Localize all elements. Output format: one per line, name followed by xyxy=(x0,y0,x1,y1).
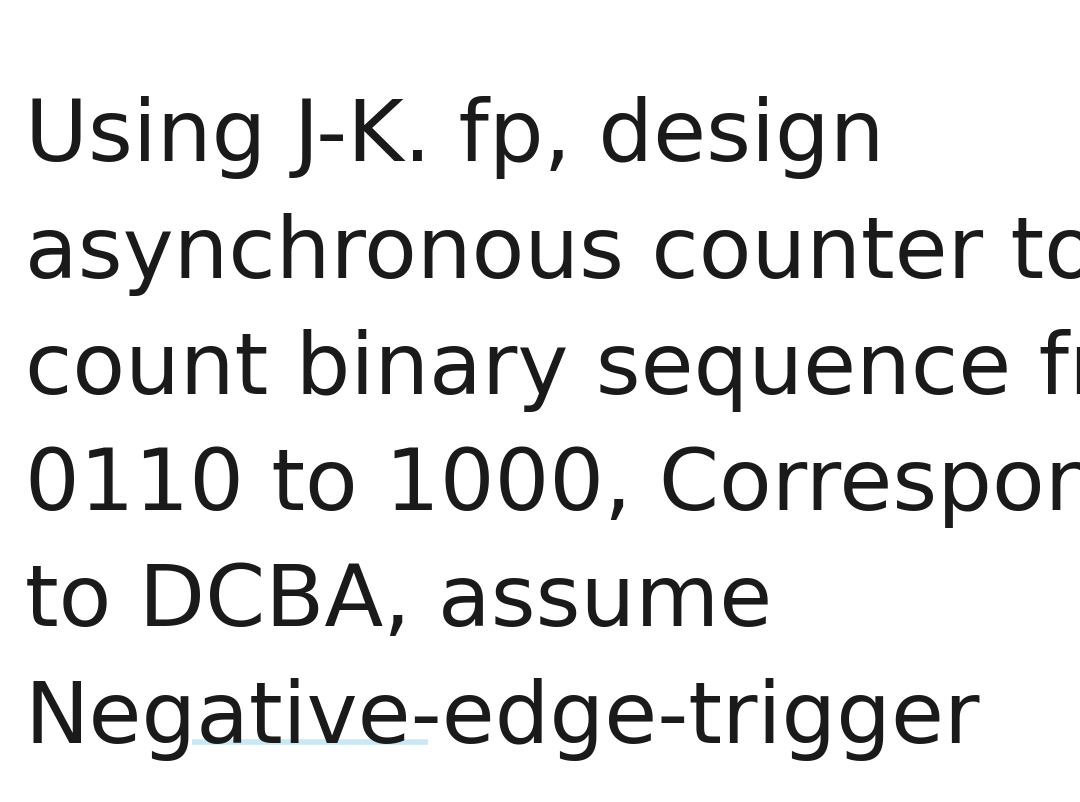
Text: asynchronous counter to: asynchronous counter to xyxy=(25,213,1080,295)
Text: 0110 to 1000, Corresponding: 0110 to 1000, Corresponding xyxy=(25,445,1080,528)
Text: Using J-K. fp, design: Using J-K. fp, design xyxy=(25,96,885,179)
Text: to DCBA, assume: to DCBA, assume xyxy=(25,561,772,644)
Text: count binary sequence from: count binary sequence from xyxy=(25,329,1080,411)
Text: Negative-edge-trigger: Negative-edge-trigger xyxy=(25,678,981,760)
